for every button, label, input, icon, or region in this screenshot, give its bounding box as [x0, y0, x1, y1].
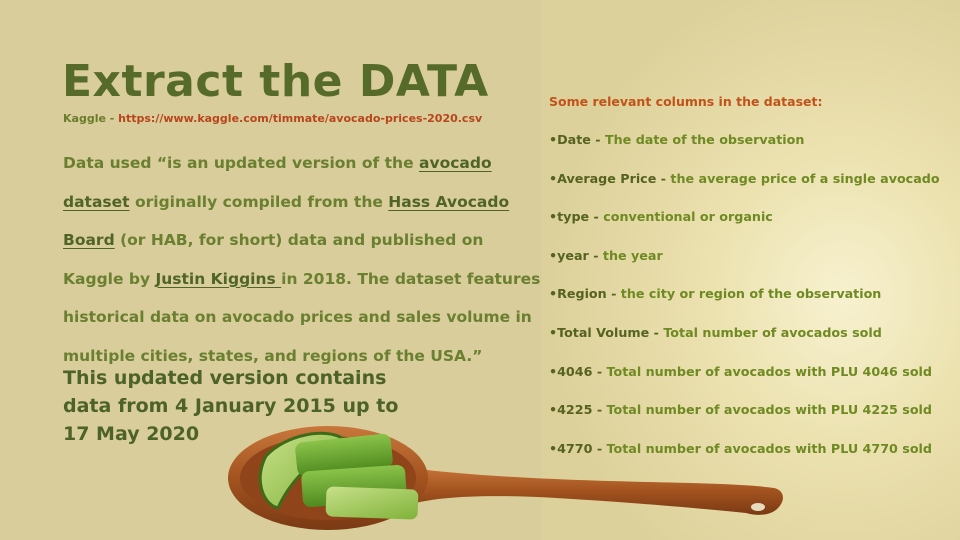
column-item-average-price: •Average Price - the average price of a …: [549, 170, 940, 186]
source-prefix: Kaggle -: [63, 112, 119, 125]
right-panel: [542, 0, 960, 540]
column-item-4770: •4770 - Total number of avocados with PL…: [549, 440, 932, 456]
column-item-4046: •4046 - Total number of avocados with PL…: [549, 363, 932, 379]
column-item-type: •type - conventional or organic: [549, 209, 773, 225]
handle-hole: [751, 503, 765, 511]
column-list: •Date - The date of the observation •Ave…: [549, 130, 940, 477]
column-item-4225: •4225 - Total number of avocados with PL…: [549, 402, 932, 418]
justin-kiggins-link[interactable]: Justin Kiggins: [155, 269, 282, 288]
column-item-year: •year - the year: [549, 247, 663, 263]
avocado-chunk: [325, 486, 419, 520]
source-line: Kaggle - https://www.kaggle.com/timmate/…: [63, 112, 482, 125]
hass-avocado-board-link[interactable]: Hass Avocado Board: [63, 192, 510, 250]
spoon-handle: [394, 466, 783, 515]
dataset-description: Data used “is an updated version of the …: [63, 144, 541, 375]
slide-title: Extract the DATA: [62, 56, 489, 107]
avocado-spoon-illustration: [228, 426, 783, 530]
desc-text-3: (or HAB, for short) data and published o…: [63, 231, 484, 288]
date-range-highlight: This updated version contains data from …: [63, 367, 399, 445]
column-item-date: •Date - The date of the observation: [549, 132, 805, 147]
desc-text-1: Data used “is an updated version of the: [63, 154, 419, 172]
column-item-total-volume: •Total Volume - Total number of avocados…: [549, 324, 882, 340]
columns-heading: Some relevant columns in the dataset:: [549, 94, 823, 109]
source-url[interactable]: https://www.kaggle.com/timmate/avocado-p…: [118, 112, 483, 125]
avocado-chunk: [295, 433, 393, 477]
desc-text-4: in 2018. The dataset features historical…: [63, 269, 541, 365]
column-item-region: •Region - the city or region of the obse…: [549, 286, 882, 302]
avocado-dataset-link[interactable]: avocado dataset: [63, 154, 492, 211]
desc-text-2: originally compiled from the: [129, 192, 389, 211]
